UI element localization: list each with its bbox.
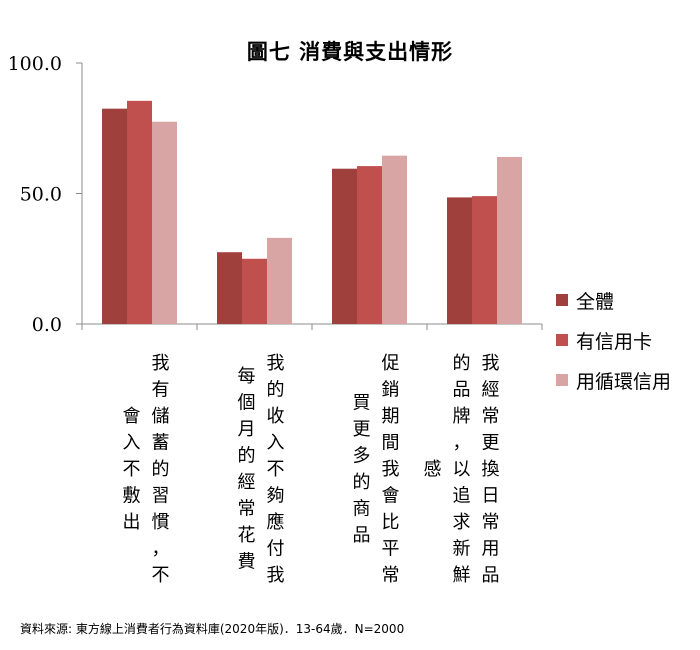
- bar: [267, 237, 292, 324]
- x-tick-label-char: 銷: [382, 379, 400, 400]
- x-tick-label-char: 不: [267, 459, 285, 480]
- x-tick-label-char: 我: [482, 353, 500, 374]
- legend-label-revolving-credit: 用循環信用: [576, 370, 672, 393]
- x-tick-label-char: 的: [353, 472, 371, 493]
- x-tick-label-char: 以: [453, 459, 471, 480]
- x-tick-label-char: 個: [238, 393, 256, 414]
- x-tick-label-char: 費: [238, 552, 256, 573]
- x-tick-label-char: 日: [482, 485, 500, 506]
- x-tick-label-char: 我: [267, 353, 285, 374]
- x-tick-label-char: 不: [152, 565, 170, 586]
- x-tick-label-char: 新: [453, 538, 471, 559]
- x-tick-label-char: 我: [152, 353, 170, 374]
- legend-swatch-credit-card: [556, 334, 568, 346]
- x-tick-label-char: 夠: [267, 485, 285, 506]
- x-tick-label-char: 不: [123, 459, 141, 480]
- x-tick-label-char: 的: [238, 446, 256, 467]
- bar: [152, 121, 177, 324]
- y-tick-label: 0.0: [32, 314, 62, 336]
- x-tick-label-char: 鮮: [453, 565, 471, 586]
- legend-item-revolving-credit: 用循環信用: [556, 370, 671, 393]
- x-tick-label-char: 期: [382, 406, 400, 427]
- legend-swatch-all: [556, 294, 568, 306]
- x-tick-label-char: 比: [382, 512, 400, 533]
- x-tick-label-char: 品: [482, 565, 500, 586]
- x-tick-label-char: 敷: [123, 485, 141, 506]
- x-tick-label-char: 應: [267, 511, 285, 533]
- x-tick-label-char: 有: [152, 379, 170, 400]
- x-tick-label-char: 常: [482, 406, 500, 427]
- x-tick-label-char: ，: [152, 538, 170, 559]
- x-tick-label-char: 換: [482, 459, 500, 480]
- bar: [242, 258, 267, 324]
- x-tick-label-char: 我: [382, 459, 400, 480]
- bar: [382, 155, 407, 324]
- x-tick-label-char: 儲: [152, 406, 170, 427]
- x-tick-label-char: 蓄: [152, 432, 170, 453]
- x-tick-label-char: 用: [482, 538, 500, 559]
- x-tick-label-char: 習: [152, 485, 170, 506]
- x-tick-label-char: 感: [424, 459, 442, 480]
- x-tick-label-char: 月: [238, 419, 256, 440]
- x-tick-label-char: 平: [382, 538, 400, 559]
- x-tick-label-char: 品: [453, 379, 471, 400]
- legend-swatch-revolving-credit: [556, 374, 568, 386]
- x-tick-label-char: 我: [267, 565, 285, 586]
- bar: [102, 108, 127, 324]
- x-tick-label-char: 促: [382, 353, 400, 374]
- x-tick-label-char: 入: [123, 432, 141, 453]
- legend-label-all: 全體: [576, 290, 615, 313]
- x-tick-label-char: 的: [267, 379, 285, 400]
- x-tick-label-char: 商: [353, 499, 371, 520]
- bar: [217, 252, 242, 324]
- x-tick-label-char: 花: [238, 525, 256, 546]
- x-tick-label-char: 經: [482, 379, 500, 400]
- x-tick-label-char: 慣: [152, 512, 170, 533]
- chart-legend: 全體 有信用卡 用循環信用: [556, 290, 671, 410]
- x-tick-label-char: 的: [453, 353, 471, 374]
- x-tick-label-char: 入: [267, 432, 285, 453]
- x-tick-label-char: 更: [353, 419, 371, 440]
- x-tick-label-char: 追: [453, 485, 471, 506]
- x-tick-label-char: 常: [238, 499, 256, 520]
- x-tick-label-char: 常: [482, 512, 500, 533]
- x-tick-label-char: 常: [382, 565, 400, 586]
- x-tick-label-char: 會: [382, 485, 400, 506]
- x-tick-label-char: 經: [238, 472, 256, 493]
- x-tick-label-char: 間: [382, 432, 400, 453]
- x-tick-label-char: ，: [453, 432, 471, 453]
- bar: [357, 166, 382, 324]
- chart-title: 圖七 消費與支出情形: [246, 40, 454, 64]
- x-tick-label-char: 會: [123, 406, 141, 427]
- bar: [472, 196, 497, 324]
- bar: [497, 156, 522, 324]
- source-note: 資料來源: 東方線上消費者行為資料庫(2020年版)．13-64歲．N=2000: [20, 622, 405, 636]
- x-tick-label-char: 更: [482, 432, 500, 453]
- y-tick-label: 50.0: [20, 184, 62, 206]
- x-tick-label-char: 的: [152, 459, 170, 480]
- bar: [332, 168, 357, 324]
- x-tick-label-char: 每: [238, 366, 256, 387]
- legend-label-credit-card: 有信用卡: [576, 330, 653, 353]
- bar: [127, 100, 152, 324]
- x-tick-label-char: 牌: [453, 406, 471, 427]
- x-tick-label-char: 品: [353, 525, 371, 546]
- x-tick-label-char: 付: [267, 538, 285, 559]
- legend-item-credit-card: 有信用卡: [556, 330, 671, 353]
- x-tick-label-char: 多: [353, 446, 371, 467]
- x-tick-label-char: 買: [353, 393, 371, 414]
- y-tick-label: 100.0: [8, 53, 62, 75]
- x-tick-label-char: 求: [453, 512, 471, 533]
- legend-item-all: 全體: [556, 290, 671, 313]
- x-tick-label-char: 收: [267, 406, 285, 427]
- x-tick-label-char: 出: [123, 512, 141, 533]
- bar: [447, 197, 472, 324]
